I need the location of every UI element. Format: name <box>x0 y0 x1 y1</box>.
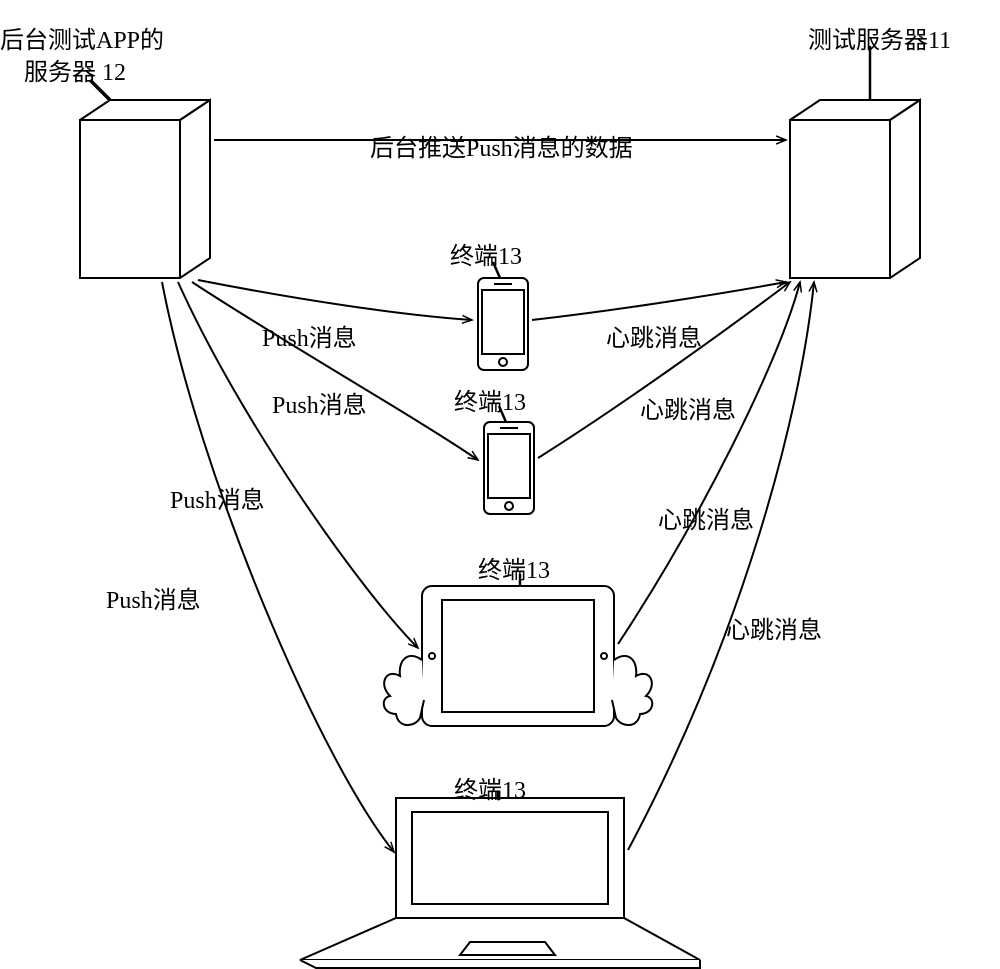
laptop-icon <box>300 798 700 968</box>
label-term-2: 终端13 <box>454 382 526 417</box>
edge-push-4 <box>162 282 394 852</box>
tablet-icon <box>384 586 653 726</box>
label-test-server: 测试服务器11 <box>808 20 951 55</box>
test-server-box <box>790 100 920 278</box>
phone-icon-2 <box>484 422 534 514</box>
edge-hb-2 <box>538 282 790 458</box>
label-hb-1: 心跳消息 <box>606 318 702 353</box>
label-term-3: 终端13 <box>478 550 550 585</box>
label-app-server-l2: 服务器 12 <box>24 52 126 87</box>
edge-push-2 <box>192 282 478 460</box>
label-top-arrow: 后台推送Push消息的数据 <box>370 128 633 163</box>
label-hb-2: 心跳消息 <box>640 390 736 425</box>
label-hb-3: 心跳消息 <box>658 500 754 535</box>
label-app-server-l1: 后台测试APP的 <box>0 20 164 55</box>
label-push-2: Push消息 <box>272 385 367 420</box>
label-push-1: Push消息 <box>262 318 357 353</box>
edge-push-1 <box>198 280 472 320</box>
app-server-box <box>80 100 210 278</box>
label-hb-4: 心跳消息 <box>726 610 822 645</box>
label-term-4: 终端13 <box>454 770 526 805</box>
label-term-1: 终端13 <box>450 236 522 271</box>
edge-hb-4 <box>628 282 814 850</box>
label-push-4: Push消息 <box>106 580 201 615</box>
label-push-3: Push消息 <box>170 480 265 515</box>
phone-icon-1 <box>478 278 528 370</box>
